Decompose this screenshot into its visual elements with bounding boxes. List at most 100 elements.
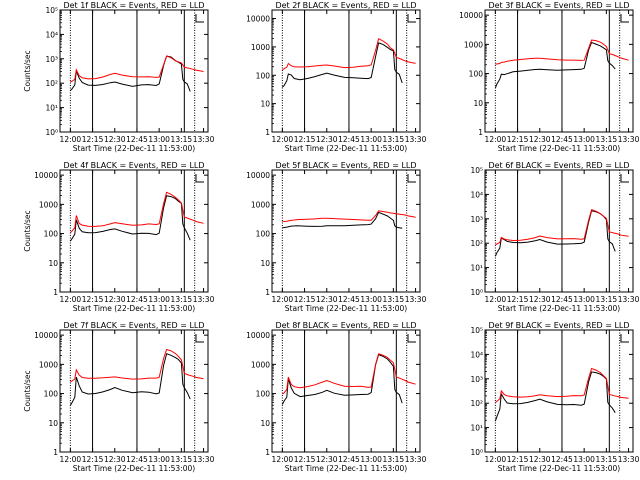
y-tick-label: 100 — [44, 390, 59, 399]
x-axis-title: Start Time (22-Dec-11 11:53:00) — [285, 304, 407, 313]
plot-frame — [59, 169, 209, 293]
chart-panel: Det 7f BLACK = Events, RED = LLD 1 10 100 10… — [23, 321, 215, 473]
plot-frame — [59, 9, 209, 133]
y-tick-label: 100 — [469, 70, 484, 79]
series-group — [70, 55, 204, 92]
x-axis-title: Start Time (22-Dec-11 11:53:00) — [498, 144, 620, 153]
x-tick-label: 12:30 — [529, 135, 551, 144]
x-tick-label: 12:15 — [294, 455, 316, 464]
y-axis-title: Counts/sec — [23, 50, 32, 91]
x-tick-label: 13:15 — [596, 455, 618, 464]
y-tick-label: 10⁵ — [45, 6, 58, 15]
plot-frame — [59, 329, 209, 453]
lld-series-line — [70, 55, 204, 83]
corner-marker — [195, 14, 204, 23]
x-tick-label: 12:45 — [551, 135, 573, 144]
x-tick-label: 12:00 — [485, 455, 507, 464]
x-tick-label: 12:00 — [272, 135, 294, 144]
x-tick-label: 12:00 — [60, 455, 82, 464]
x-tick-label: 12:30 — [316, 295, 338, 304]
lld-series-line — [495, 208, 629, 246]
plot-frame — [271, 9, 421, 133]
y-tick-label: 1000 — [39, 360, 58, 369]
series-group — [494, 208, 629, 257]
x-tick-label: 13:00 — [573, 455, 595, 464]
y-tick-label: 10⁴ — [470, 190, 483, 199]
x-tick-label: 12:00 — [60, 295, 82, 304]
y-tick-label: 10⁴ — [470, 350, 483, 359]
x-tick-label: 12:30 — [104, 135, 126, 144]
x-tick-label: 13:00 — [148, 135, 170, 144]
x-tick-label: 12:15 — [82, 455, 104, 464]
series-group — [281, 353, 416, 405]
x-tick-label: 13:30 — [618, 295, 640, 304]
x-tick-label: 12:15 — [294, 135, 316, 144]
x-tick-label: 13:15 — [596, 135, 618, 144]
chart-title: Det 5f BLACK = Events, RED = LLD — [275, 161, 416, 170]
y-tick-label: 10⁰ — [470, 448, 483, 457]
y-tick-label: 10² — [470, 399, 483, 408]
series-group — [69, 191, 204, 242]
x-tick-label: 12:00 — [272, 455, 294, 464]
chart-title: Det 7f BLACK = Events, RED = LLD — [63, 321, 204, 330]
x-tick-label: 12:45 — [126, 135, 148, 144]
x-tick-label: 12:00 — [485, 135, 507, 144]
events-series-line — [282, 42, 403, 88]
x-tick-label: 12:00 — [60, 135, 82, 144]
y-tick-label: 10 — [260, 419, 270, 428]
y-tick-label: 1 — [478, 128, 483, 137]
x-tick-label: 13:00 — [148, 295, 170, 304]
chart-panel: Det 3f BLACK = Events, RED = LLD 1 10 100 10… — [459, 1, 639, 153]
y-tick-label: 100 — [44, 230, 59, 239]
chart-panel: Det 4f BLACK = Events, RED = LLD 1 10 100 10… — [23, 161, 215, 313]
plot-frame — [484, 169, 634, 293]
y-tick-label: 100 — [256, 230, 271, 239]
x-tick-label: 13:30 — [405, 295, 427, 304]
y-tick-label: 10² — [470, 239, 483, 248]
x-axis-title: Start Time (22-Dec-11 11:53:00) — [498, 464, 620, 473]
y-tick-label: 10 — [48, 259, 58, 268]
series-group — [282, 37, 416, 88]
y-tick-label: 10³ — [470, 215, 483, 224]
events-series-line — [281, 354, 403, 405]
y-tick-label: 10000 — [246, 331, 270, 340]
events-series-line — [494, 41, 616, 89]
x-tick-label: 13:15 — [596, 295, 618, 304]
x-axis-title: Start Time (22-Dec-11 11:53:00) — [73, 304, 195, 313]
x-tick-label: 12:00 — [272, 295, 294, 304]
x-tick-label: 13:30 — [193, 455, 215, 464]
events-series-line — [494, 210, 616, 257]
y-tick-label: 1 — [265, 288, 270, 297]
events-series-line — [282, 211, 403, 229]
x-tick-label: 13:00 — [360, 135, 382, 144]
lld-series-line — [495, 39, 629, 65]
x-tick-label: 13:00 — [573, 135, 595, 144]
x-tick-label: 13:15 — [171, 135, 193, 144]
x-tick-label: 13:15 — [171, 455, 193, 464]
y-tick-label: 10000 — [34, 171, 58, 180]
y-tick-label: 10¹ — [470, 264, 483, 273]
y-tick-label: 1000 — [251, 360, 270, 369]
x-tick-label: 12:45 — [551, 455, 573, 464]
x-tick-label: 12:45 — [338, 295, 360, 304]
y-tick-label: 10³ — [470, 375, 483, 384]
chart-panel: Det 8f BLACK = Events, RED = LLD 1 10 100 10… — [246, 321, 426, 473]
chart-panel: Det 5f BLACK = Events, RED = LLD 1 10 100 10… — [246, 161, 426, 313]
y-tick-label: 1 — [265, 448, 270, 457]
x-tick-label: 12:30 — [316, 455, 338, 464]
x-tick-label: 12:15 — [507, 135, 529, 144]
x-tick-label: 12:15 — [82, 295, 104, 304]
y-tick-label: 10⁴ — [45, 30, 58, 39]
x-tick-label: 13:30 — [405, 455, 427, 464]
corner-marker — [195, 334, 204, 343]
y-axis-title: Counts/sec — [23, 370, 32, 411]
x-tick-label: 12:15 — [294, 295, 316, 304]
events-series-line — [70, 55, 191, 92]
y-tick-label: 10² — [45, 79, 58, 88]
chart-title: Det 8f BLACK = Events, RED = LLD — [275, 321, 416, 330]
x-tick-label: 13:30 — [618, 455, 640, 464]
plot-frame — [484, 329, 634, 453]
x-tick-label: 12:45 — [126, 455, 148, 464]
